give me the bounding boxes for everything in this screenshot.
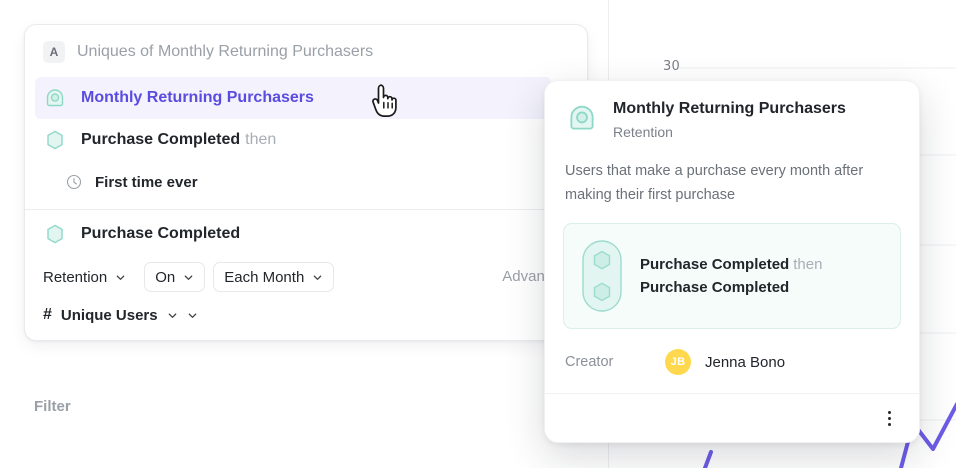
chevron-down-icon[interactable] [167, 310, 178, 321]
chevron-down-icon [116, 274, 125, 280]
builder-step-suffix: then [245, 131, 277, 148]
retention-type-dropdown[interactable]: Retention [43, 262, 137, 292]
popover-definition-line: Purchase Completed [640, 279, 822, 296]
builder-step-purchase-completed[interactable]: Purchase Completed then [25, 119, 587, 161]
chevron-down-icon [313, 274, 322, 280]
popover-creator-row: Creator JB Jenna Bono [545, 329, 919, 393]
chevron-down-icon[interactable] [187, 310, 198, 321]
event-hexagon-icon [47, 224, 63, 244]
chevron-down-icon [184, 274, 193, 280]
popover-definition-line: Purchase Completed then [640, 256, 822, 273]
retention-cohort-icon [46, 89, 64, 107]
query-builder-card: A Uniques of Monthly Returning Purchaser… [24, 24, 588, 341]
retention-on-dropdown[interactable]: On [144, 262, 206, 292]
creator-label: Creator [565, 354, 614, 370]
filter-section-label[interactable]: Filter [34, 398, 71, 415]
builder-controls-row: Retention On Each Month Advanced [25, 256, 587, 296]
event-hexagon-icon [47, 130, 63, 150]
popover-footer [545, 393, 919, 442]
cohort-sequence-icon [582, 240, 622, 312]
builder-substep-label: First time ever [95, 173, 198, 191]
popover-definition-suffix: then [793, 256, 823, 273]
hash-icon: # [43, 306, 52, 323]
builder-title: Uniques of Monthly Returning Purchasers [77, 43, 374, 60]
builder-substep-first-time-ever[interactable]: First time ever [25, 161, 587, 203]
avatar: JB [665, 349, 691, 375]
kebab-menu-icon[interactable] [879, 408, 899, 428]
measure-label: Unique Users [60, 306, 158, 324]
popover-definition-text: Purchase Completed [640, 279, 790, 296]
popover-definition-text: Purchase Completed [640, 256, 790, 273]
creator-name: Jenna Bono [705, 353, 786, 371]
popover-subtitle: Retention [613, 124, 673, 140]
retention-on-label: On [155, 268, 176, 286]
retention-interval-label: Each Month [224, 268, 305, 286]
retention-interval-dropdown[interactable]: Each Month [213, 262, 335, 292]
popover-header: Monthly Returning Purchasers Retention [545, 81, 919, 143]
popover-definition-box: Purchase Completed then Purchase Complete… [563, 223, 901, 329]
chart-y-tick-label: 30 [663, 59, 680, 74]
step-letter-badge: A [43, 41, 65, 63]
builder-step-label: Purchase Completed [81, 131, 241, 148]
retention-cohort-icon [570, 105, 594, 130]
popover-description: Users that make a purchase every month a… [565, 163, 864, 203]
builder-header: A Uniques of Monthly Returning Purchaser… [25, 25, 587, 77]
popover-title: Monthly Returning Purchasers [613, 100, 846, 117]
builder-step-monthly-returning-purchasers[interactable]: Monthly Returning Purchasers [35, 77, 551, 119]
builder-step-label: Purchase Completed [81, 225, 241, 242]
builder-step-label: Monthly Returning Purchasers [81, 89, 314, 106]
retention-type-label: Retention [43, 268, 108, 286]
builder-measure-row[interactable]: # Unique Users [25, 296, 587, 340]
builder-step-purchase-completed-2[interactable]: Purchase Completed [25, 212, 587, 256]
clock-icon [66, 174, 82, 190]
cohort-details-popover: Monthly Returning Purchasers Retention U… [544, 80, 920, 443]
builder-divider [25, 209, 587, 210]
